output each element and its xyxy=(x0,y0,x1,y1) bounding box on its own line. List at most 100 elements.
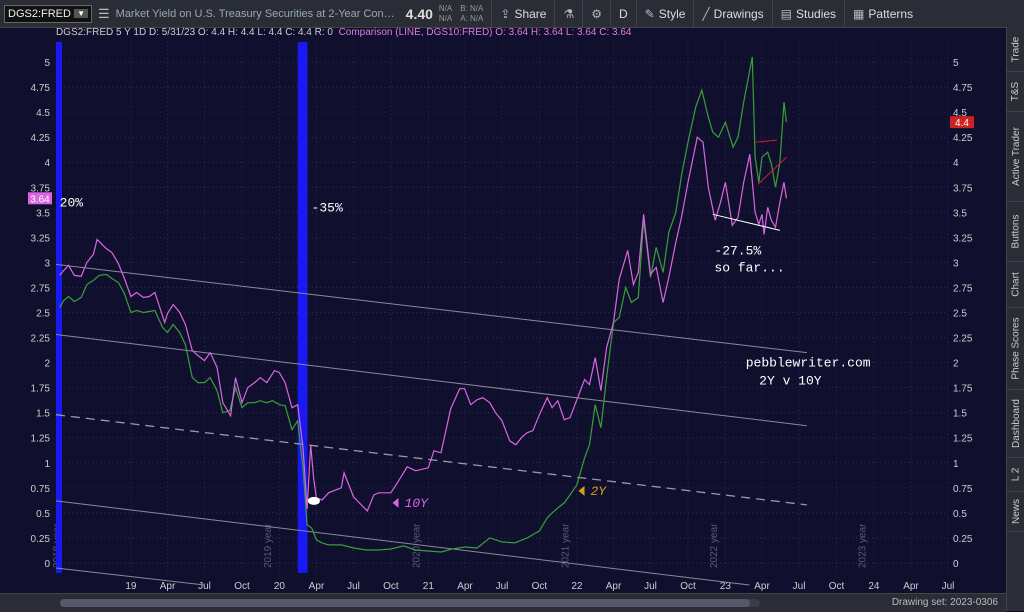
symbol-selector[interactable]: DGS2:FRED ▼ xyxy=(4,4,92,23)
annotation-text: 20% xyxy=(60,195,84,210)
last-value-badge-dgs10 xyxy=(28,192,52,205)
y-tick-label-right: 4.75 xyxy=(953,83,973,94)
y-tick-label-right: 5 xyxy=(953,58,959,69)
y-tick-label-right: 2.25 xyxy=(953,334,973,345)
y-tick-label-right: 4.25 xyxy=(953,133,973,144)
side-tab-trade[interactable]: Trade xyxy=(1007,27,1024,72)
patterns-button[interactable]: ▦ Patterns xyxy=(844,0,921,27)
price-chart[interactable]: 0 0 0.25 0.25 0.5 0.5 0.75 0.75 1 1 1.25 1.25 1.5 1.5… xyxy=(0,0,1006,593)
year-watermark: 2023 year xyxy=(857,523,868,568)
side-tab-news[interactable]: News xyxy=(1007,491,1024,532)
y-tick-label-right: 2 xyxy=(953,359,959,370)
x-tick-label: Apr xyxy=(606,581,622,592)
y-tick-label-right: 4.5 xyxy=(953,108,967,119)
style-label: Style xyxy=(658,6,686,21)
patterns-icon: ▦ xyxy=(853,6,865,21)
share-button[interactable]: ⇪ Share xyxy=(491,0,554,27)
side-tab-label: Dashboard xyxy=(1010,398,1022,448)
drawings-label: Drawings xyxy=(713,6,764,21)
y-tick-label-left: 4.25 xyxy=(31,133,51,144)
aggregation-button[interactable]: D xyxy=(610,0,636,27)
annotation-text: so far... xyxy=(714,260,784,275)
x-tick-label: Oct xyxy=(829,581,845,592)
x-tick-label: Jul xyxy=(198,581,211,592)
chevron-down-icon[interactable]: ▼ xyxy=(74,9,88,18)
annotation-text: -35% xyxy=(312,200,343,215)
x-tick-label: Jul xyxy=(644,581,657,592)
side-tab-l-2[interactable]: L 2 xyxy=(1007,457,1024,492)
y-tick-label-left: 3.25 xyxy=(31,233,51,244)
flask-icon: ⚗ xyxy=(563,6,575,21)
side-tab-label: Chart xyxy=(1010,271,1022,297)
y-tick-label-right: 1.75 xyxy=(953,384,973,395)
y-tick-label-right: 2.75 xyxy=(953,283,973,294)
series-line-dgs10 xyxy=(59,136,787,512)
y-tick-label-left: 1.75 xyxy=(31,384,51,395)
x-tick-label: Jul xyxy=(496,581,509,592)
side-tab-chart[interactable]: Chart xyxy=(1007,261,1024,308)
year-watermark: 2021 year xyxy=(560,523,571,568)
y-tick-label-right: 0.5 xyxy=(953,509,967,520)
side-tab-t-s[interactable]: T&S xyxy=(1007,71,1024,112)
pencil-icon: ╱ xyxy=(702,6,710,21)
recent-trend-line xyxy=(757,156,787,185)
trend-channel-line xyxy=(55,334,807,427)
bid-value: B: N/A xyxy=(460,3,484,13)
time-scrollbar[interactable] xyxy=(60,599,760,607)
ask-value: A: N/A xyxy=(460,13,484,23)
side-tab-label: T&S xyxy=(1010,81,1022,101)
annotation-text: -27.5% xyxy=(714,243,761,258)
y-tick-label-right: 3.75 xyxy=(953,183,973,194)
x-tick-label: Jul xyxy=(942,581,955,592)
gear-icon: ⚙ xyxy=(591,6,602,21)
side-tab-label: Buttons xyxy=(1010,214,1022,248)
x-tick-label: 24 xyxy=(868,581,880,592)
y-tick-label-right: 1.5 xyxy=(953,409,967,420)
series-line-dgs2 xyxy=(59,56,787,553)
trend-channel-line xyxy=(55,500,750,586)
highlight-band xyxy=(56,42,62,573)
x-tick-label: Apr xyxy=(457,581,473,592)
x-tick-label: Oct xyxy=(680,581,696,592)
symbol-text: DGS2:FRED xyxy=(8,7,71,20)
drawing-set-label[interactable]: Drawing set: 2023-0306 xyxy=(891,597,998,608)
y-tick-label-left: 2.25 xyxy=(31,334,51,345)
quote-bid-ask: B: N/A A: N/A xyxy=(460,4,483,24)
x-tick-label: 23 xyxy=(720,581,732,592)
recent-trend-line xyxy=(712,213,781,231)
x-tick-label: Oct xyxy=(383,581,399,592)
side-tab-active-trader[interactable]: Active Trader xyxy=(1007,111,1024,202)
studies-button[interactable]: ▤ Studies xyxy=(771,0,844,27)
style-button[interactable]: ✎ Style xyxy=(635,0,694,27)
side-tab-buttons[interactable]: Buttons xyxy=(1007,201,1024,262)
side-tab-phase-scores[interactable]: Phase Scores xyxy=(1007,307,1024,390)
trend-channel-line xyxy=(55,263,807,354)
x-tick-label: 20 xyxy=(274,581,286,592)
series-label-arrow-icon xyxy=(392,497,399,508)
x-tick-label: 19 xyxy=(125,581,137,592)
y-tick-label-left: 2.5 xyxy=(36,309,50,320)
aggregation-label: D xyxy=(619,6,628,21)
main-series-info: DGS2:FRED 5 Y 1D D: 5/31/23 O: 4.4 H: 4.… xyxy=(56,27,333,38)
list-icon[interactable]: ☰ xyxy=(98,5,110,21)
scrollbar-thumb[interactable] xyxy=(60,599,750,607)
year-watermark: 2020 year xyxy=(412,523,423,568)
y-tick-label-right: 1.25 xyxy=(953,434,973,445)
x-tick-label: Apr xyxy=(309,581,325,592)
y-tick-label-right: 0.75 xyxy=(953,484,973,495)
patterns-label: Patterns xyxy=(868,6,914,21)
bottom-bar: Drawing set: 2023-0306 xyxy=(0,593,1006,612)
x-tick-label: Oct xyxy=(234,581,250,592)
annotation-text: 10Y xyxy=(405,496,430,511)
top-toolbar: DGS2:FRED ▼ ☰ Market Yield on U.S. Treas… xyxy=(0,0,1024,28)
y-tick-label-left: 1 xyxy=(44,459,50,470)
flask-button[interactable]: ⚗ xyxy=(554,0,582,27)
settings-button[interactable]: ⚙ xyxy=(582,0,610,27)
y-tick-label-left: 2 xyxy=(44,359,50,370)
quote-net-change: N/A N/A xyxy=(439,4,452,24)
side-tab-dashboard[interactable]: Dashboard xyxy=(1007,389,1024,458)
y-tick-label-left: 5 xyxy=(44,58,50,69)
y-tick-label-right: 0 xyxy=(953,559,959,570)
y-tick-label-left: 2.75 xyxy=(31,283,51,294)
drawings-button[interactable]: ╱ Drawings xyxy=(693,0,771,27)
